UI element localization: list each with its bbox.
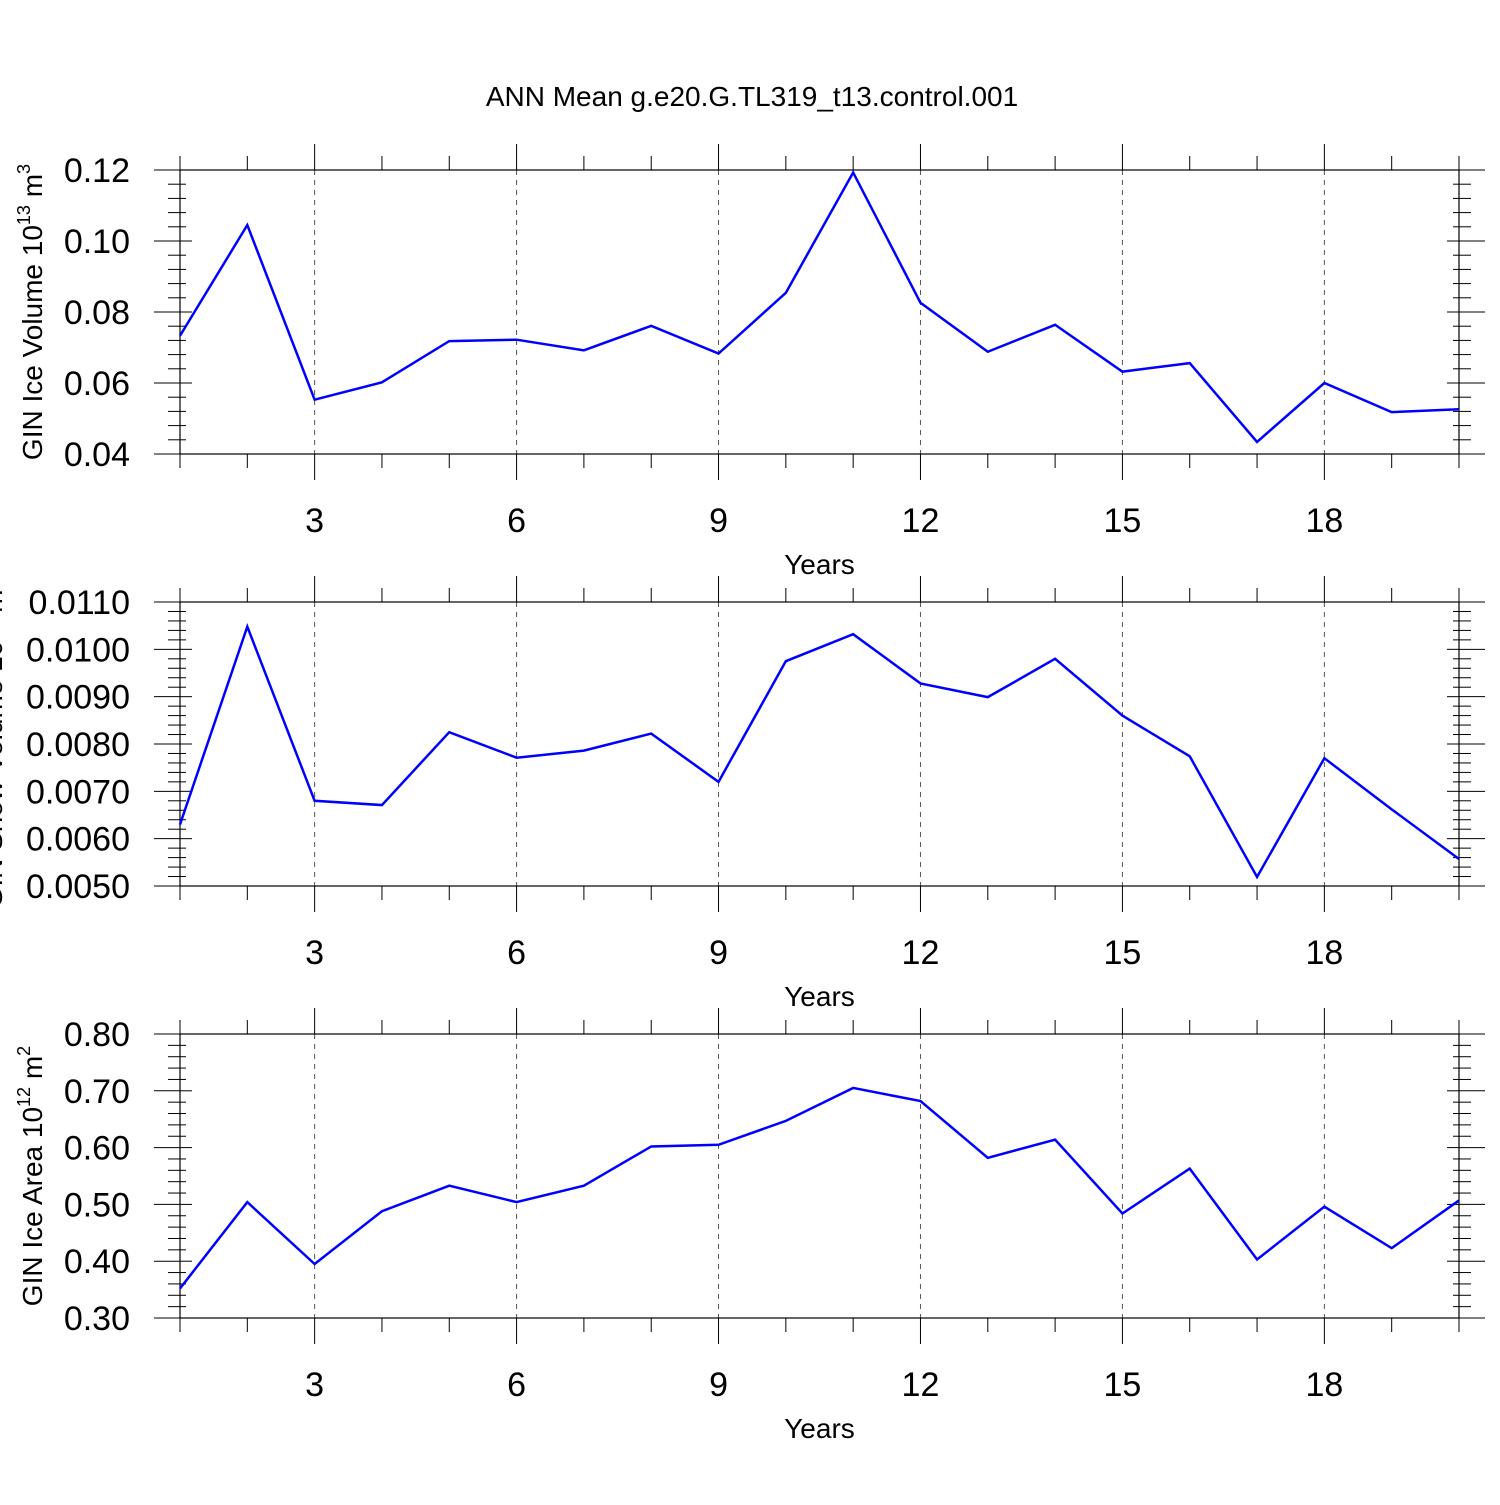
series-line-1 [180, 627, 1459, 877]
x-tick-label: 9 [709, 1366, 728, 1404]
chart-panel-3: 0.30 0.40 0.50 0.60 0.70 0.80 3 6 9 12 15 18 Years GI… [14, 1008, 1485, 1444]
x-tick-label: 18 [1305, 1366, 1343, 1404]
y-tick-label: 0.70 [64, 1073, 130, 1111]
y-tick-label: 0.30 [64, 1300, 130, 1338]
y-tick-label: 0.0080 [26, 726, 130, 764]
x-tick-label: 18 [1305, 934, 1343, 972]
y-tick-label: 0.0070 [26, 773, 130, 811]
x-tick-label: 18 [1305, 502, 1343, 540]
x-axis-label: Years [784, 549, 855, 580]
y-axis-label: GIN Ice Area 1012 m2 [14, 1046, 48, 1306]
x-tick-label: 12 [902, 502, 940, 540]
x-tick-label: 12 [902, 1366, 940, 1404]
y-tick-label: 0.0060 [26, 821, 130, 859]
y-tick-label: 0.60 [64, 1130, 130, 1168]
figure-title: ANN Mean g.e20.G.TL319_t13.control.001 [486, 81, 1018, 112]
x-tick-label: 15 [1104, 934, 1142, 972]
x-tick-label: 3 [305, 1366, 324, 1404]
x-axis-label: Years [784, 1413, 855, 1444]
series-line-1 [180, 172, 1459, 441]
chart-panels: 0.04 0.06 0.08 0.10 0.12 3 6 9 12 15 18 Years GIN Ic… [0, 144, 1485, 1444]
y-tick-label: 0.0050 [26, 868, 130, 906]
y-tick-label: 0.0100 [26, 631, 130, 669]
x-tick-label: 15 [1104, 1366, 1142, 1404]
series-line-1 [180, 1088, 1459, 1289]
y-tick-label: 0.08 [64, 294, 130, 332]
x-tick-label: 12 [902, 934, 940, 972]
y-axis-label: GIN Snow Volume 1013 m3 [0, 580, 8, 909]
plot-frame [180, 170, 1459, 454]
y-axis-label: GIN Ice Volume 1013 m3 [14, 164, 48, 460]
plot-frame [180, 602, 1459, 886]
y-tick-label: 0.0090 [26, 679, 130, 717]
y-tick-label: 0.80 [64, 1016, 130, 1054]
y-tick-label: 0.0110 [29, 584, 130, 622]
y-tick-label: 0.04 [64, 436, 130, 474]
x-tick-label: 9 [709, 502, 728, 540]
y-tick-label: 0.40 [64, 1243, 130, 1281]
x-tick-label: 9 [709, 934, 728, 972]
y-tick-label: 0.06 [64, 365, 130, 403]
y-tick-label: 0.10 [64, 223, 130, 261]
x-tick-label: 6 [507, 502, 526, 540]
y-tick-label: 0.12 [64, 152, 130, 190]
x-tick-label: 6 [507, 934, 526, 972]
x-tick-label: 15 [1104, 502, 1142, 540]
x-axis-label: Years [784, 981, 855, 1012]
y-tick-label: 0.50 [64, 1186, 130, 1224]
x-tick-label: 6 [507, 1366, 526, 1404]
x-tick-label: 3 [305, 502, 324, 540]
x-tick-label: 3 [305, 934, 324, 972]
chart-panel-2: 0.0050 0.0060 0.0070 0.0080 0.0090 0.0100 0.01… [0, 576, 1485, 1012]
chart-panel-1: 0.04 0.06 0.08 0.10 0.12 3 6 9 12 15 18 Years GIN Ic… [14, 144, 1485, 580]
plot-frame [180, 1034, 1459, 1318]
